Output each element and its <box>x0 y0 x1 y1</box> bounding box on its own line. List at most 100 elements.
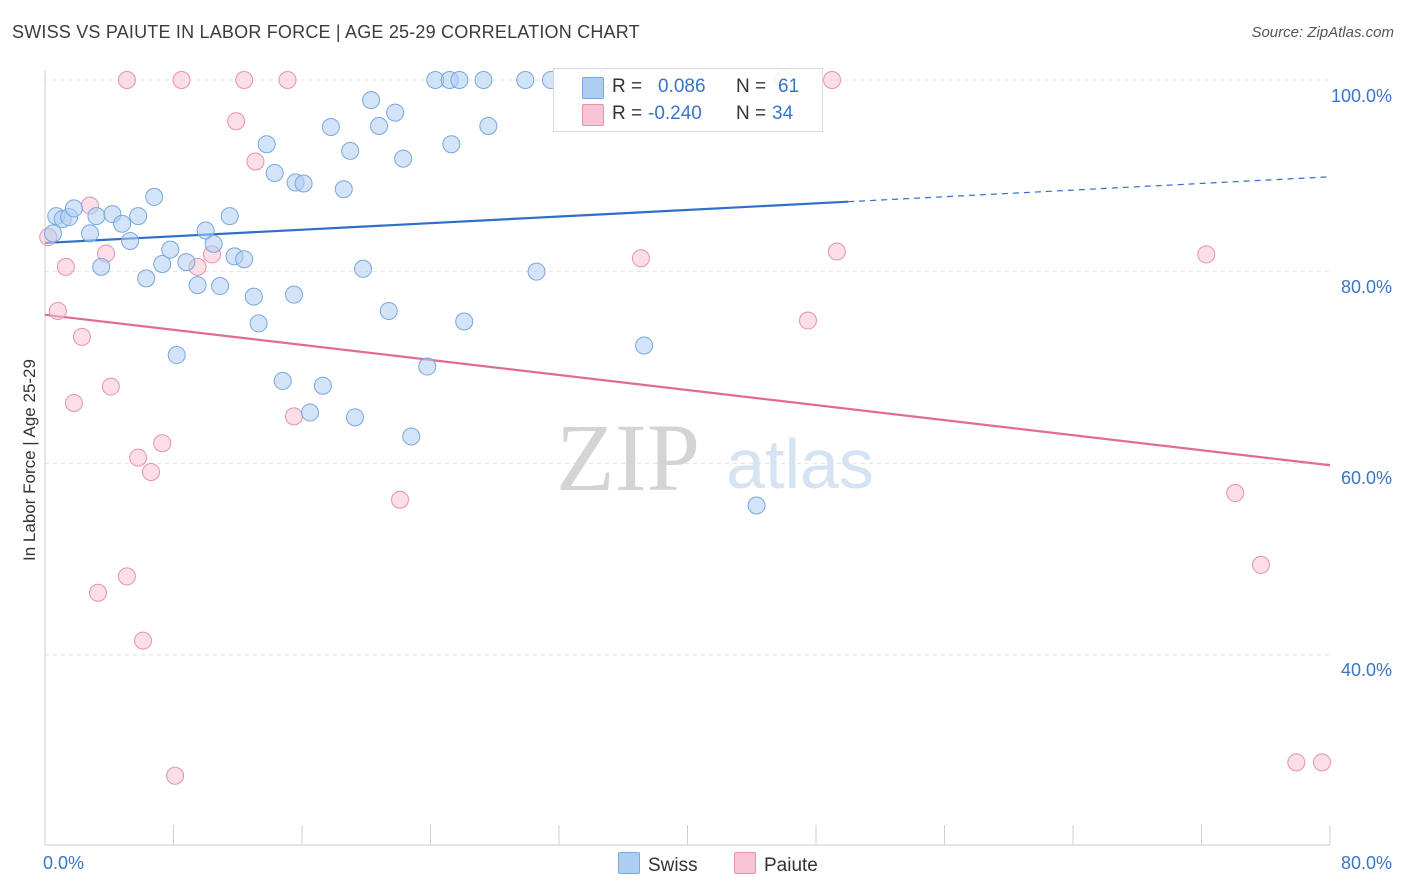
paiute-point-1 <box>48 301 67 320</box>
swiss-point-57 <box>635 336 654 355</box>
paiute-trend-line <box>44 313 1331 467</box>
paiute-point-24 <box>798 311 817 330</box>
y-tick-label-80: 80.0% <box>1340 277 1392 297</box>
paiute-point-26 <box>827 242 846 261</box>
swiss-point-16 <box>167 346 186 365</box>
paiute-point-18 <box>227 112 246 131</box>
watermark: ZIP atlas <box>556 404 874 511</box>
paiute-point-14 <box>166 766 185 785</box>
swiss-point-41 <box>370 117 389 135</box>
swiss-swatch <box>582 77 604 99</box>
swiss-point-34 <box>313 376 332 395</box>
stats-legend: R = 0.086 N = 61 R = -0.240 N = 34 <box>553 68 823 132</box>
paiute-point-23 <box>631 249 650 268</box>
swiss-point-51 <box>455 312 474 331</box>
swiss-point-22 <box>220 207 239 226</box>
paiute-point-10 <box>129 448 148 467</box>
paiute-point-28 <box>1226 484 1245 503</box>
paiute-point-6 <box>89 583 108 602</box>
paiute-point-22 <box>390 490 409 509</box>
swiss-point-18 <box>188 276 207 295</box>
x-tick-label-max: 80.0% <box>1340 853 1392 873</box>
legend-entry-swiss: Swiss <box>618 852 698 877</box>
paiute-point-11 <box>133 631 152 650</box>
paiute-point-20 <box>284 407 303 426</box>
swiss-points <box>44 71 793 515</box>
swiss-point-43 <box>386 103 405 122</box>
paiute-n-label: N = <box>736 103 767 124</box>
swiss-legend-swatch <box>618 852 640 874</box>
paiute-legend-swatch <box>734 852 756 874</box>
swiss-point-55 <box>527 262 546 281</box>
swiss-point-52 <box>474 71 493 89</box>
swiss-point-54 <box>516 71 535 89</box>
swiss-point-46 <box>418 357 437 376</box>
paiute-point-4 <box>72 327 91 346</box>
swiss-point-40 <box>362 91 381 110</box>
swiss-point-6 <box>87 207 106 226</box>
paiute-point-15 <box>172 71 191 89</box>
swiss-point-58 <box>747 496 766 515</box>
swiss-point-7 <box>92 257 111 276</box>
paiute-r-value: -0.240 <box>648 103 702 124</box>
swiss-point-45 <box>402 427 421 446</box>
swiss-point-20 <box>204 234 223 253</box>
swiss-point-39 <box>354 259 373 278</box>
swiss-point-33 <box>301 403 320 422</box>
swiss-point-28 <box>265 163 284 182</box>
trend-lines <box>44 176 1331 467</box>
swiss-point-36 <box>334 180 353 199</box>
swiss-point-37 <box>341 141 360 160</box>
paiute-point-32 <box>117 71 136 89</box>
swiss-n-label: N = <box>736 76 767 97</box>
legend-entry-paiute: Paiute <box>734 852 818 877</box>
paiute-point-25 <box>823 71 842 89</box>
paiute-points <box>39 71 1331 785</box>
swiss-point-35 <box>321 117 340 136</box>
swiss-n-value: 61 <box>778 76 800 97</box>
swiss-point-15 <box>161 240 180 259</box>
paiute-point-12 <box>142 462 161 481</box>
swiss-point-4 <box>64 199 83 218</box>
swiss-point-17 <box>177 253 196 272</box>
x-tick-label-min: 0.0% <box>43 853 85 873</box>
swiss-trend-line <box>44 200 849 245</box>
paiute-point-8 <box>101 377 120 396</box>
paiute-n-value: 34 <box>772 103 794 124</box>
swiss-point-44 <box>394 149 413 168</box>
swiss-point-24 <box>235 250 254 269</box>
swiss-point-26 <box>249 314 268 333</box>
swiss-point-30 <box>284 285 303 304</box>
axes <box>44 70 1331 846</box>
swiss-point-32 <box>294 174 313 193</box>
swiss-point-0 <box>44 224 63 243</box>
paiute-point-33 <box>235 71 254 89</box>
swiss-trend-extension <box>848 176 1331 203</box>
paiute-point-29 <box>1251 555 1270 574</box>
source-credit: Source: ZipAtlas.com <box>1251 24 1394 41</box>
paiute-point-3 <box>64 393 83 412</box>
swiss-point-10 <box>121 232 140 250</box>
swiss-legend-label: Swiss <box>648 855 698 876</box>
chart-title: SWISS VS PAIUTE IN LABOR FORCE | AGE 25-… <box>12 22 640 42</box>
paiute-point-31 <box>1312 753 1331 772</box>
swiss-point-9 <box>113 214 132 233</box>
y-tick-label-40: 40.0% <box>1340 660 1392 680</box>
gridlines <box>45 79 1330 656</box>
paiute-swatch <box>582 104 604 126</box>
swiss-point-38 <box>346 408 365 427</box>
watermark-zip: ZIP <box>556 404 700 511</box>
swiss-point-53 <box>479 117 498 135</box>
swiss-point-19 <box>196 221 215 240</box>
swiss-point-42 <box>379 301 398 320</box>
swiss-point-14 <box>153 255 172 273</box>
paiute-r-label: R = <box>612 103 643 124</box>
y-tick-label-60: 60.0% <box>1340 468 1392 488</box>
swiss-point-12 <box>137 269 156 288</box>
swiss-point-27 <box>257 135 276 154</box>
swiss-point-13 <box>145 187 164 206</box>
swiss-point-21 <box>211 277 230 296</box>
swiss-point-49 <box>442 135 461 154</box>
paiute-legend-label: Paiute <box>764 855 818 876</box>
